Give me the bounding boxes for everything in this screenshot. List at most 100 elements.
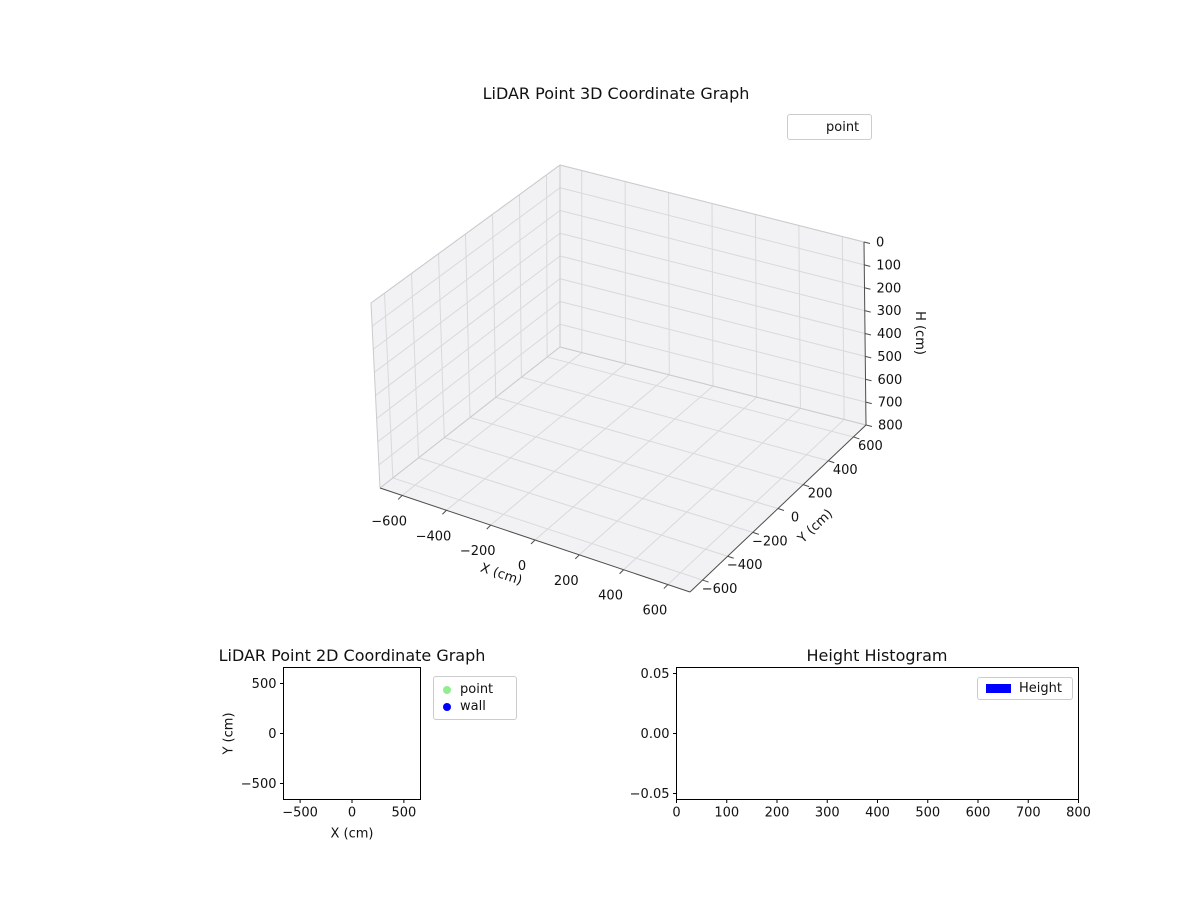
- grid-line: [495, 396, 804, 486]
- tick-label: 0: [791, 511, 799, 526]
- grid-line: [371, 187, 561, 327]
- tick-mark: [574, 554, 580, 560]
- tick-label: 700: [878, 396, 903, 411]
- tick-mark: [777, 508, 785, 511]
- wall-marker-icon: [443, 702, 451, 711]
- grid-line: [374, 232, 561, 373]
- plot3d-title: LiDAR Point 3D Coordinate Graph: [482, 84, 750, 103]
- pane-edge: [559, 164, 865, 243]
- legend-label-point-3d: point: [826, 119, 860, 135]
- tick-mark: [865, 355, 872, 359]
- axes-frame: [283, 667, 421, 800]
- plot2d-legend: point wall: [433, 676, 517, 720]
- plot2d-title: LiDAR Point 2D Coordinate Graph: [218, 646, 486, 665]
- tick-label: −400: [727, 558, 763, 573]
- tick-mark: [442, 509, 447, 515]
- legend-label-wall: wall: [460, 699, 486, 714]
- point-marker-icon: [443, 685, 451, 694]
- grid-line: [559, 210, 865, 289]
- tick-label: 0: [348, 806, 356, 821]
- tick-label: 100: [876, 258, 901, 273]
- grid-line: [378, 323, 561, 466]
- tick-label: 0: [268, 727, 276, 742]
- plot3d-axes: −600−400−2000200400600−600−400−200020040…: [370, 164, 927, 619]
- tick-mark: [802, 484, 810, 488]
- tick-label: 0: [672, 806, 680, 821]
- tick-label: 400: [833, 463, 858, 478]
- plot3d-legend: point: [787, 114, 872, 140]
- tick-label: 400: [598, 589, 623, 604]
- tick-label: 300: [877, 304, 902, 319]
- grid-line: [469, 417, 779, 509]
- tick-label: 800: [878, 419, 903, 434]
- tick-mark: [828, 460, 835, 464]
- hist-legend: Height: [977, 677, 1073, 700]
- grid-line: [375, 255, 561, 396]
- tick-mark: [864, 310, 871, 313]
- grid-line: [392, 477, 703, 581]
- x-axis-label: X (cm): [331, 827, 374, 842]
- legend-label-point: point: [460, 682, 494, 697]
- grid-line: [372, 210, 561, 350]
- tick-label: 400: [877, 327, 902, 342]
- tick-label: 500: [252, 677, 277, 692]
- tick-label: 600: [642, 604, 667, 619]
- tick-label: −200: [460, 544, 496, 559]
- tick-mark: [863, 241, 871, 244]
- tick-mark: [864, 264, 871, 267]
- tick-label: 200: [765, 806, 790, 821]
- tick-mark: [853, 436, 860, 440]
- pane-edge: [370, 164, 561, 304]
- tick-label: 500: [915, 806, 940, 821]
- tick-label: 600: [966, 806, 991, 821]
- legend-entry-wall: wall: [443, 698, 516, 715]
- tick-label: −500: [282, 806, 318, 821]
- grid-line: [559, 301, 866, 380]
- tick-label: −600: [371, 514, 407, 529]
- legend-entry-point: point: [443, 681, 516, 698]
- grid-line: [559, 323, 866, 403]
- tick-mark: [865, 378, 872, 382]
- tick-label: 100: [714, 806, 739, 821]
- tick-label: 0.00: [641, 727, 670, 742]
- tick-label: −0.05: [630, 787, 670, 802]
- tick-mark: [663, 584, 669, 589]
- tick-label: 0.05: [641, 667, 670, 682]
- tick-label: −200: [752, 534, 788, 549]
- tick-label: 400: [865, 806, 890, 821]
- point-marker-empty: [788, 122, 826, 132]
- grid-line: [521, 376, 829, 462]
- tick-mark: [864, 287, 871, 290]
- grid-line: [377, 301, 561, 443]
- tick-label: 600: [858, 439, 883, 454]
- tick-label: 200: [554, 574, 579, 589]
- height-swatch-icon: [986, 684, 1011, 693]
- grid-line: [376, 278, 561, 420]
- pane-edge: [559, 346, 867, 426]
- tick-label: 0: [876, 236, 884, 251]
- tick-mark: [752, 531, 760, 535]
- tick-label: 500: [391, 806, 416, 821]
- tick-mark: [727, 555, 734, 559]
- grid-line: [559, 187, 865, 266]
- grid-line: [547, 356, 854, 438]
- tick-label: 300: [815, 806, 840, 821]
- plot2d-axes: −500 0 500 −500 0 500 X (cm) Y (cm): [222, 667, 421, 842]
- tick-label: −600: [702, 582, 738, 597]
- tick-label: 500: [877, 350, 902, 365]
- grid-line: [559, 232, 865, 312]
- grid-line: [418, 457, 728, 557]
- hist-title: Height Histogram: [806, 646, 948, 665]
- tick-mark: [530, 539, 536, 545]
- grid-line: [444, 437, 754, 533]
- tick-label: 800: [1066, 806, 1091, 821]
- tick-label: 700: [1016, 806, 1041, 821]
- tick-mark: [486, 524, 492, 530]
- y-axis-label: Y (cm): [794, 507, 836, 548]
- pane-edge: [370, 302, 381, 489]
- pane-edge: [379, 346, 561, 489]
- y-axis-label: Y (cm): [222, 712, 237, 755]
- tick-mark: [702, 579, 709, 583]
